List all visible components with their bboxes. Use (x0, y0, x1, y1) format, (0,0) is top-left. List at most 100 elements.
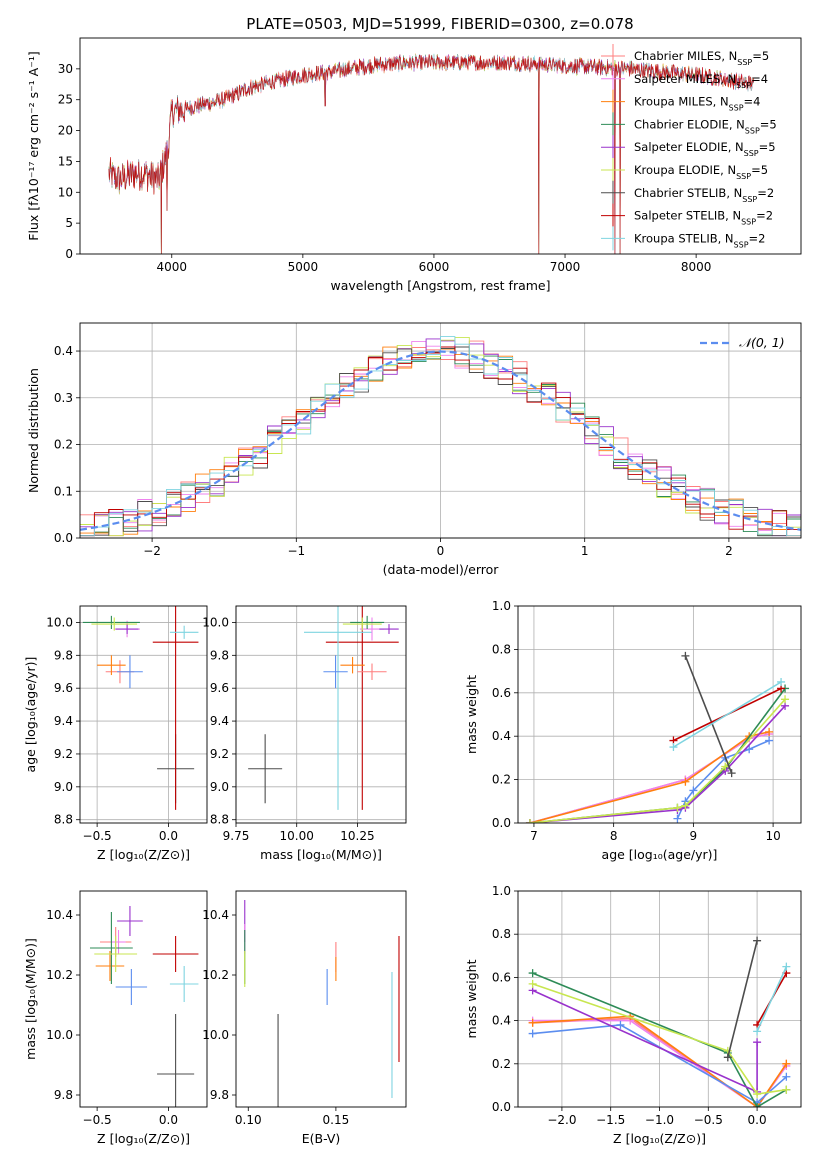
legend-label: Salpeter MILES, NSSP=4 (634, 72, 768, 90)
y-axis-label: mass [log₁₀(M/M⊙)] (23, 938, 38, 1060)
data-point (681, 777, 690, 786)
axes-frame (517, 890, 802, 1108)
y-tick-label: 0.4 (492, 1014, 511, 1028)
x-tick-label: 0.0 (159, 1113, 178, 1127)
axes-frame (235, 605, 407, 824)
age-vs-metallicity-panel: −0.5 0.0 8.8 9.0 9.2 9.4 9.6 9.8 10.0 Z [log₁₀(Z/… (23, 605, 208, 862)
y-tick-label: 10.0 (202, 615, 229, 629)
legend-label: Kroupa MILES, NSSP=4 (634, 95, 760, 113)
y-tick-label: 8.8 (54, 813, 73, 827)
axes-frame (79, 605, 208, 824)
y-tick-label: 10.0 (46, 615, 73, 629)
series-line-KrouSTELIB (756, 966, 788, 1032)
y-tick-label: 0.6 (492, 970, 511, 984)
x-axis-label: Z [log₁₀(Z/Z⊙)] (97, 1131, 190, 1146)
y-tick-label: 0.3 (54, 391, 73, 405)
y-axis-label: mass weight (464, 959, 479, 1038)
residuals-panel: −2 −1 0 1 2 0.0 0.1 0.2 0.3 0.4 (data-model)/error… (26, 322, 802, 577)
y-tick-label: 0.8 (492, 642, 511, 656)
y-tick-label: 9.4 (210, 714, 229, 728)
x-tick-label: −0.5 (83, 829, 112, 843)
x-tick-label: 8000 (681, 260, 712, 274)
data-point (528, 1029, 537, 1038)
x-tick-label: 4000 (156, 260, 187, 274)
data-point (721, 762, 730, 771)
series-line-ChabSTELIB (684, 655, 733, 774)
plot-area (244, 900, 400, 1107)
series-line-ChabELODIE (532, 972, 787, 1107)
x-axis-label: mass [log₁₀(M/M⊙)] (260, 847, 382, 862)
x-tick-label: 7 (530, 829, 538, 843)
legend-label: Kroupa STELIB, NSSP=2 (634, 231, 765, 249)
x-tick-label: 0.10 (235, 1113, 262, 1127)
y-tick-label: 5 (65, 216, 73, 230)
data-point (753, 936, 762, 945)
axes-frame (235, 890, 407, 1108)
series-line-SalpELODIE (532, 989, 758, 1094)
x-tick-label: 0.0 (159, 829, 178, 843)
y-tick-label: 9.8 (54, 648, 73, 662)
data-point (753, 1038, 762, 1047)
data-point (781, 695, 790, 704)
data-point (782, 962, 791, 971)
y-tick-label: 9.6 (210, 681, 229, 695)
data-point (753, 1090, 762, 1099)
x-axis-label: age [log₁₀(age/yr)] (602, 847, 718, 862)
legend-label: Kroupa ELODIE, NSSP=5 (634, 163, 768, 181)
y-tick-label: 0.2 (492, 773, 511, 787)
plot-area (82, 606, 199, 810)
axes-frame (517, 605, 802, 824)
data-point (528, 969, 537, 978)
y-tick-label: 1.0 (492, 599, 511, 613)
legend-label: Chabrier STELIB, NSSP=2 (634, 186, 774, 204)
data-point (673, 803, 682, 812)
x-tick-label: 9.75 (223, 829, 250, 843)
y-tick-label: 0.4 (54, 344, 73, 358)
x-tick-label: −2 (143, 544, 161, 558)
series-line-ChabSTELIB (727, 940, 758, 1058)
mass-vs-metallicity-panel: −0.5 0.0 9.8 10.0 10.2 10.4 Z [log₁₀(Z/Z⊙)] mas… (23, 890, 208, 1146)
y-axis-label: mass weight (464, 675, 479, 754)
data-point (782, 1085, 791, 1094)
data-point (753, 1027, 762, 1036)
x-tick-label: 2 (725, 544, 733, 558)
plot-area (528, 936, 791, 1107)
plot-area (525, 651, 790, 823)
histogram-KrouSTELIB (80, 336, 801, 537)
y-tick-label: 15 (58, 154, 73, 168)
plot-area (89, 906, 199, 1107)
data-point (727, 769, 736, 778)
data-point (745, 745, 754, 754)
legend-label: Salpeter ELODIE, NSSP=5 (634, 140, 776, 158)
y-tick-label: 9.2 (54, 747, 73, 761)
y-tick-label: 10.2 (46, 968, 73, 982)
data-point (528, 1018, 537, 1027)
data-point (525, 819, 534, 823)
y-tick-label: 9.6 (54, 681, 73, 695)
series-line-KrouMILES (529, 731, 770, 823)
y-tick-label: 9.0 (54, 780, 73, 794)
figure-title: PLATE=0503, MJD=51999, FIBERID=0300, z=0… (246, 15, 633, 33)
x-tick-label: 5000 (288, 260, 319, 274)
x-tick-label: 0.15 (323, 1113, 350, 1127)
mass-weight-vs-age-panel: 7 8 9 10 0.0 0.2 0.4 0.6 0.8 1.0 age [log₁₀(age/yr… (464, 599, 802, 862)
age-vs-mass-panel: 9.75 10.00 10.25 8.8 9.0 9.2 9.4 9.6 9.8 10.0 mass… (202, 605, 407, 862)
y-tick-label: 0.0 (492, 816, 511, 830)
axes-frame (79, 322, 802, 539)
x-tick-label: 0.0 (748, 1113, 767, 1127)
y-tick-label: 0.2 (492, 1057, 511, 1071)
plot-area (80, 336, 801, 537)
x-axis-label: Z [log₁₀(Z/Z⊙)] (613, 1131, 706, 1146)
y-tick-label: 8.8 (210, 813, 229, 827)
y-tick-label: 25 (58, 93, 73, 107)
x-tick-label: −1.5 (596, 1113, 625, 1127)
y-tick-label: 9.8 (54, 1088, 73, 1102)
x-tick-label: −0.5 (694, 1113, 723, 1127)
x-axis-label: wavelength [Angstrom, rest frame] (330, 278, 550, 293)
data-point (777, 677, 786, 686)
series-line-KrouELODIE (532, 983, 787, 1095)
spectrum-line-SalpSTELIB (108, 54, 755, 254)
data-point (782, 1072, 791, 1081)
x-tick-label: 10.25 (340, 829, 374, 843)
